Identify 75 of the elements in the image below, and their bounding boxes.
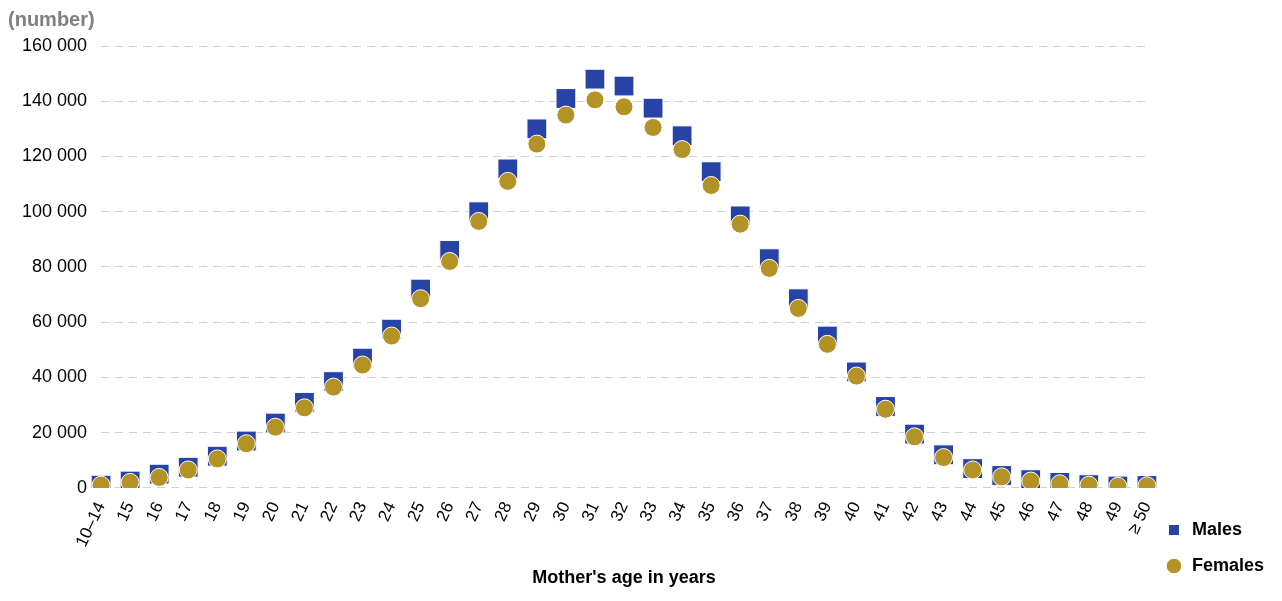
x-tick-label: 16 bbox=[141, 498, 168, 525]
point bbox=[469, 211, 489, 231]
x-tick-label: 24 bbox=[374, 498, 400, 525]
point bbox=[323, 377, 343, 397]
x-tick-label: 25 bbox=[403, 498, 429, 525]
x-tick-label: 41 bbox=[868, 498, 894, 525]
x-tick-label: 32 bbox=[606, 498, 632, 525]
x-tick-label: 20 bbox=[258, 498, 284, 525]
x-axis-title: Mother's age in years bbox=[532, 567, 716, 588]
point bbox=[353, 355, 373, 375]
x-tick-label: 27 bbox=[461, 498, 487, 525]
x-tick-label: 39 bbox=[810, 498, 836, 525]
x-tick-label: 47 bbox=[1042, 498, 1068, 525]
point bbox=[614, 97, 634, 117]
x-tick-label: 31 bbox=[577, 498, 603, 525]
x-tick-label: 19 bbox=[228, 498, 255, 525]
x-tick-label: 17 bbox=[170, 498, 197, 525]
point bbox=[672, 140, 692, 160]
x-tick-label: 44 bbox=[955, 498, 981, 525]
x-tick-label: ≥ 50 bbox=[1123, 498, 1155, 537]
x-tick-label: 34 bbox=[664, 498, 690, 525]
x-tick-label: 37 bbox=[751, 498, 778, 525]
point bbox=[527, 134, 547, 154]
x-tick-label: 10–14 bbox=[71, 498, 109, 550]
x-tick-label: 36 bbox=[722, 498, 749, 525]
point bbox=[846, 366, 866, 386]
y-tick-label: 40 000 bbox=[32, 366, 88, 387]
y-tick-label: 80 000 bbox=[32, 255, 88, 276]
y-tick-label: 120 000 bbox=[21, 145, 88, 166]
x-tick-label: 28 bbox=[490, 498, 516, 525]
point bbox=[759, 258, 779, 278]
x-tick-label: 23 bbox=[345, 498, 371, 525]
point bbox=[584, 68, 606, 90]
legend-label: Males bbox=[1191, 518, 1242, 539]
x-tick-label: 26 bbox=[432, 498, 458, 525]
y-tick-label: 160 000 bbox=[21, 34, 88, 55]
point bbox=[585, 90, 605, 110]
y-tick-label: 0 bbox=[77, 476, 88, 497]
point bbox=[788, 298, 808, 318]
point bbox=[498, 171, 518, 191]
point bbox=[643, 117, 663, 137]
point bbox=[701, 175, 721, 195]
point bbox=[730, 214, 750, 234]
x-tick-label: 40 bbox=[839, 498, 865, 525]
x-tick-label: 33 bbox=[635, 498, 661, 525]
point bbox=[265, 417, 285, 437]
x-tick-label: 38 bbox=[780, 498, 807, 525]
y-tick-label: 100 000 bbox=[21, 200, 88, 221]
x-tick-label: 18 bbox=[199, 498, 226, 525]
point bbox=[555, 88, 577, 109]
x-tick-label: 46 bbox=[1013, 498, 1039, 525]
x-tick-label: 48 bbox=[1071, 498, 1097, 525]
y-tick-label: 20 000 bbox=[32, 421, 88, 442]
point bbox=[642, 97, 664, 119]
y-tick-label: 140 000 bbox=[21, 90, 88, 111]
point bbox=[556, 105, 576, 125]
x-tick-label: 43 bbox=[926, 498, 952, 525]
legend-label: Females bbox=[1191, 554, 1264, 575]
x-tick-label: 22 bbox=[316, 498, 342, 525]
x-tick-label: 29 bbox=[519, 498, 545, 525]
chart-title: (number) bbox=[8, 7, 95, 30]
x-tick-label: 35 bbox=[693, 498, 720, 525]
x-tick-label: 21 bbox=[287, 498, 313, 525]
point bbox=[294, 398, 314, 418]
x-tick-label: 15 bbox=[112, 498, 138, 525]
x-tick-label: 49 bbox=[1100, 498, 1126, 525]
point bbox=[411, 289, 431, 309]
y-tick-label: 60 000 bbox=[32, 311, 88, 332]
x-tick-label: 42 bbox=[897, 498, 923, 525]
point bbox=[613, 75, 635, 97]
x-tick-label: 45 bbox=[984, 498, 1010, 525]
x-tick-label: 30 bbox=[548, 498, 574, 525]
point bbox=[382, 326, 402, 346]
point bbox=[817, 334, 837, 354]
point bbox=[440, 251, 460, 271]
